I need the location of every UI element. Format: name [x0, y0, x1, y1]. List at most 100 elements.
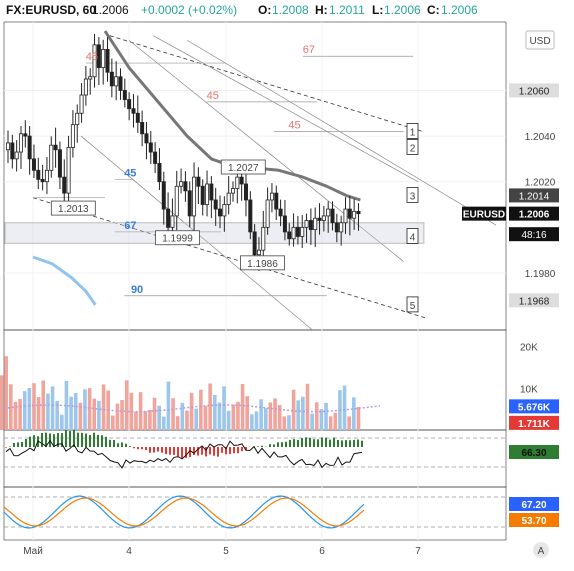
volume-tick-label: 20K: [520, 343, 538, 354]
numbered-box-label: 3: [410, 191, 416, 202]
candle-body: [70, 124, 75, 148]
oscillator-line: [5, 439, 363, 469]
candle-body: [118, 76, 123, 91]
oscillator-bar: [257, 446, 259, 447]
volume-bar: [305, 383, 310, 430]
volume-bar: [143, 411, 148, 430]
candle-body: [205, 183, 210, 205]
oscillator-bar: [93, 432, 95, 447]
stochastic-k-line: [3, 495, 365, 529]
oscillator-bar: [333, 437, 335, 447]
volume-bar: [171, 398, 175, 430]
volume-bar: [324, 402, 328, 430]
oscillator-tag: [509, 445, 559, 459]
oscillator-bar: [117, 443, 119, 447]
volume-moving-average: [3, 404, 381, 413]
oscillator-bar: [213, 447, 215, 456]
fan-label: 45: [124, 167, 136, 179]
volume-bar: [189, 392, 194, 430]
volume-bar: [78, 402, 83, 430]
price-tag-text: 1.2060: [519, 86, 550, 97]
oscillator-bar: [69, 431, 71, 447]
auto-scale-button[interactable]: [533, 542, 549, 558]
candle-body: [291, 226, 296, 240]
oscillator-bar: [337, 439, 339, 447]
x-tick-label: 5: [223, 546, 229, 557]
volume-bar: [166, 381, 171, 430]
oscillator-bar: [353, 439, 355, 447]
candle-body: [18, 133, 23, 153]
oscillator-bar: [237, 447, 239, 454]
y-tick-label: 1.1980: [525, 269, 556, 280]
volume-bar: [310, 413, 314, 430]
oscillator-bar: [81, 432, 83, 447]
oscillator-bar: [17, 442, 19, 447]
volume-bar: [134, 411, 138, 430]
candle-body: [75, 112, 80, 126]
candle-body: [40, 179, 45, 183]
oscillator-bar: [161, 447, 163, 453]
stochastic-d-line: [3, 497, 365, 527]
price-label-text: 1.2013: [58, 204, 89, 215]
candle-body: [62, 176, 67, 194]
volume-bar: [32, 383, 36, 430]
numbered-box: [406, 186, 419, 203]
candle-body: [174, 185, 179, 217]
candle-body: [230, 188, 235, 194]
volume-bar: [287, 415, 291, 430]
candle-body: [105, 48, 110, 73]
oscillator-bar: [101, 435, 103, 447]
candle-body: [109, 71, 114, 87]
oscillator-bar: [149, 447, 151, 453]
candle-body: [153, 151, 158, 164]
volume-bar: [0, 375, 4, 430]
volume-bar: [254, 411, 259, 430]
price-label-box: [50, 200, 96, 216]
oscillator-bar: [157, 447, 159, 452]
volume-bar: [124, 380, 129, 430]
oscillator-bar: [261, 445, 263, 447]
candle-body: [27, 135, 32, 160]
volume-bar: [110, 415, 115, 430]
candle-body: [330, 208, 335, 224]
fan-label: 67: [124, 220, 136, 232]
stochastic-tag: [509, 513, 559, 527]
oscillator-bar: [137, 447, 139, 450]
oscillator-bar: [13, 442, 15, 447]
oscillator-bar: [65, 430, 67, 447]
candle-body: [140, 121, 145, 135]
currency-button[interactable]: [525, 30, 555, 50]
candle-body: [352, 210, 357, 219]
oscillator-bar: [305, 437, 307, 447]
oscillator-bar: [113, 439, 115, 447]
candle-body: [83, 78, 88, 96]
oscillator-bar: [189, 447, 191, 458]
volume-bar: [50, 386, 55, 430]
candle-body: [248, 199, 253, 233]
volume-bar: [69, 396, 73, 430]
volume-bar: [333, 412, 338, 430]
oscillator-bar: [181, 447, 183, 458]
volume-bar: [277, 405, 282, 430]
oscillator-bar: [361, 440, 363, 447]
candle-body: [79, 94, 84, 114]
volume-tag-text: 1.711K: [518, 419, 550, 430]
candle-body: [226, 192, 231, 205]
numbered-box: [406, 228, 419, 244]
numbered-box-label: 2: [410, 143, 416, 154]
candle-body: [44, 169, 49, 183]
symbol-tag: [462, 206, 506, 221]
volume-bar: [97, 400, 101, 430]
candle-body: [166, 208, 171, 228]
oscillator-bar: [289, 439, 291, 447]
candle-body: [200, 185, 205, 205]
oscillator-bar: [229, 447, 231, 455]
price-tag: [509, 83, 559, 98]
oscillator-bar: [121, 442, 123, 447]
price-tag-text: 1.2006: [519, 210, 550, 221]
price-label-box: [240, 255, 285, 271]
candle-body: [96, 44, 101, 69]
axes: 1.2040 1.2020 1.1980 1.2060 1.2014 1.2006 48:1…: [23, 83, 559, 557]
fan-label: 90: [131, 284, 143, 296]
